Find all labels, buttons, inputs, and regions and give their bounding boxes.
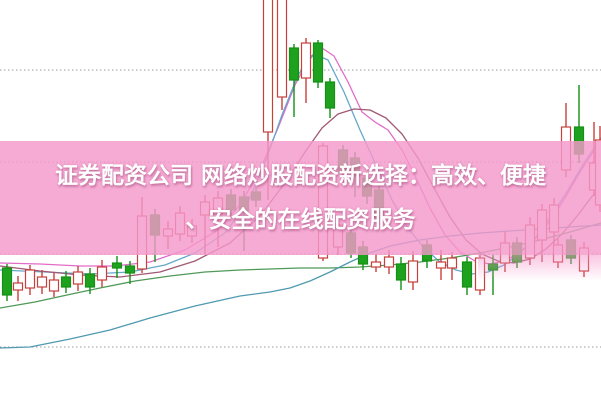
promo-banner-extension [478, 255, 601, 281]
candle-up [72, 271, 84, 285]
promo-text-line2: 、安全的在线配资服务 [185, 207, 416, 233]
candle-down [312, 42, 324, 83]
candle-up [12, 282, 24, 291]
candle-up [276, 0, 288, 98]
promo-text-line1: 证券配资公司 网络炒股配资新选择：高效、便捷 [54, 163, 546, 189]
promo-banner: 证券配资公司 网络炒股配资新选择：高效、便捷 、安全的在线配资服务 [0, 141, 601, 255]
candle-up [24, 269, 36, 289]
candle-down [124, 265, 136, 274]
candle-up [435, 261, 447, 269]
candle-down [461, 261, 473, 288]
candle-up [36, 276, 48, 288]
candle-up [446, 257, 458, 269]
candle-up [48, 279, 60, 292]
candle-down [84, 273, 96, 288]
candle-down [1, 267, 13, 296]
candle-up [383, 256, 395, 268]
candle-down [395, 263, 407, 281]
candle-down [60, 276, 72, 288]
candle-down [324, 81, 336, 109]
candle-down [111, 262, 123, 269]
candle-up [96, 266, 108, 281]
candle-up [370, 261, 382, 268]
candle-down [288, 47, 300, 81]
candle-up [300, 42, 312, 79]
candle-up [407, 260, 419, 283]
candle-up [262, 0, 274, 133]
